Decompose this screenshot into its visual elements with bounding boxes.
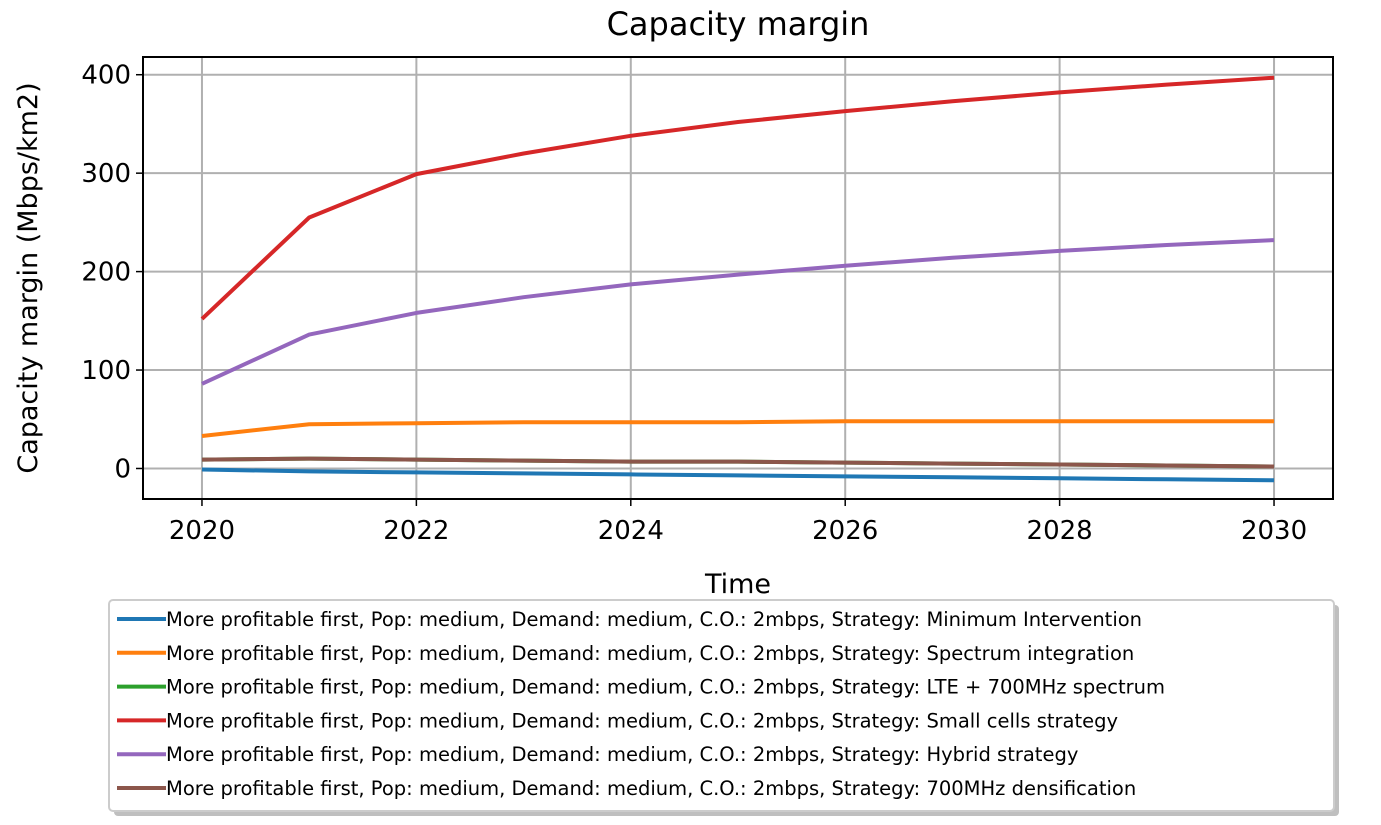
legend-item: More profitable first, Pop: medium, Dema… bbox=[117, 608, 1142, 631]
x-tick-label: 2020 bbox=[169, 516, 235, 546]
y-tick-label: 300 bbox=[81, 159, 131, 189]
y-tick-label: 200 bbox=[81, 258, 131, 288]
series-line-6 bbox=[201, 456, 1275, 469]
grid-lines bbox=[143, 57, 1333, 499]
legend-item: More profitable first, Pop: medium, Dema… bbox=[117, 777, 1136, 800]
plot-frame bbox=[142, 56, 1334, 500]
y-tick-label: 400 bbox=[81, 61, 131, 91]
series-line-2 bbox=[201, 419, 1274, 438]
legend-item: More profitable first, Pop: medium, Dema… bbox=[117, 676, 1165, 699]
legend-label: More profitable first, Pop: medium, Dema… bbox=[166, 608, 1142, 631]
legend-item: More profitable first, Pop: medium, Dema… bbox=[117, 709, 1118, 732]
x-tick-label: 2024 bbox=[598, 516, 664, 546]
x-axis: 2020 2022 2024 2026 2028 2030 bbox=[169, 499, 1307, 546]
chart-title: Capacity margin bbox=[607, 5, 870, 43]
x-tick-label: 2030 bbox=[1241, 516, 1307, 546]
y-tick-label: 100 bbox=[81, 356, 131, 386]
legend-item: More profitable first, Pop: medium, Dema… bbox=[117, 743, 1078, 766]
series-lines bbox=[200, 75, 1275, 483]
y-axis-title: Capacity margin (Mbps/km2) bbox=[13, 82, 44, 473]
legend-label: More profitable first, Pop: medium, Dema… bbox=[166, 743, 1078, 766]
x-tick-label: 2026 bbox=[812, 516, 878, 546]
y-axis: 0 100 200 300 400 bbox=[81, 61, 143, 484]
x-tick-label: 2028 bbox=[1027, 516, 1093, 546]
series-line-1 bbox=[201, 467, 1275, 483]
series-line-4 bbox=[200, 75, 1275, 321]
legend: More profitable first, Pop: medium, Dema… bbox=[108, 599, 1339, 816]
legend-box bbox=[108, 599, 1335, 812]
legend-label: More profitable first, Pop: medium, Dema… bbox=[166, 676, 1165, 699]
legend-item: More profitable first, Pop: medium, Dema… bbox=[117, 642, 1134, 665]
legend-label: More profitable first, Pop: medium, Dema… bbox=[166, 709, 1118, 732]
x-axis-title: Time bbox=[704, 569, 771, 600]
x-tick-label: 2022 bbox=[383, 516, 449, 546]
legend-label: More profitable first, Pop: medium, Dema… bbox=[166, 777, 1136, 800]
series-line-5 bbox=[201, 238, 1275, 386]
legend-label: More profitable first, Pop: medium, Dema… bbox=[166, 642, 1134, 665]
y-tick-label: 0 bbox=[114, 454, 131, 484]
